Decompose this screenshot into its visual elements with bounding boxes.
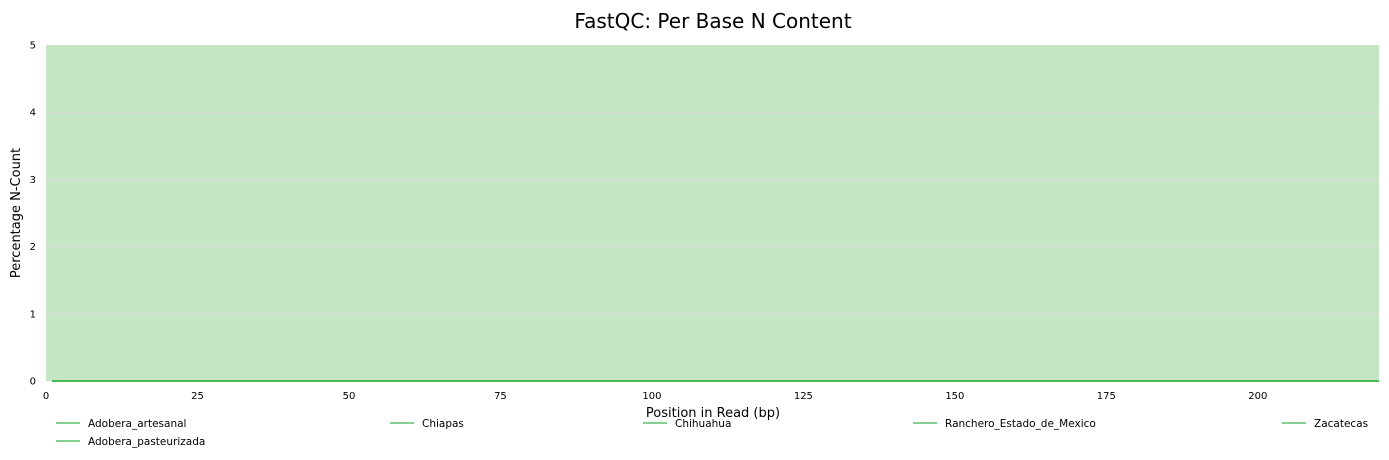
y-tick-label: 4 [30, 108, 36, 119]
x-axis-label: Position in Read (bp) [646, 406, 780, 421]
y-tick-label: 1 [30, 309, 36, 320]
chart-title: FastQC: Per Base N Content [574, 9, 851, 33]
x-tick-label: 200 [1248, 391, 1267, 402]
plot-background-band [46, 45, 1379, 381]
legend-label: Zacatecas [1314, 418, 1368, 430]
legend: Adobera_artesanal Adobera_pasteurizada Chi… [56, 418, 1368, 448]
x-tick-label: 0 [43, 391, 49, 402]
x-tick-label: 50 [343, 391, 356, 402]
x-tick-label: 125 [794, 391, 813, 402]
x-axis-ticks: 0 25 50 75 100 125 150 175 200 [43, 391, 1268, 402]
legend-label: Adobera_artesanal [88, 418, 186, 430]
legend-label: Chihuahua [675, 418, 731, 430]
x-tick-label: 150 [945, 391, 964, 402]
legend-label: Ranchero_Estado_de_Mexico [945, 418, 1096, 430]
y-tick-label: 3 [30, 175, 36, 186]
gridlines [46, 111, 1379, 315]
y-tick-label: 0 [30, 377, 36, 388]
x-tick-label: 25 [191, 391, 204, 402]
x-tick-label: 100 [642, 391, 661, 402]
legend-label: Adobera_pasteurizada [88, 436, 205, 448]
y-tick-label: 2 [30, 242, 36, 253]
y-axis-ticks: 0 1 2 3 4 5 [30, 41, 36, 388]
legend-label: Chiapas [422, 418, 464, 430]
y-axis-label: Percentage N-Count [9, 148, 24, 278]
x-tick-label: 75 [494, 391, 507, 402]
y-tick-label: 5 [30, 41, 36, 52]
x-tick-label: 175 [1097, 391, 1116, 402]
